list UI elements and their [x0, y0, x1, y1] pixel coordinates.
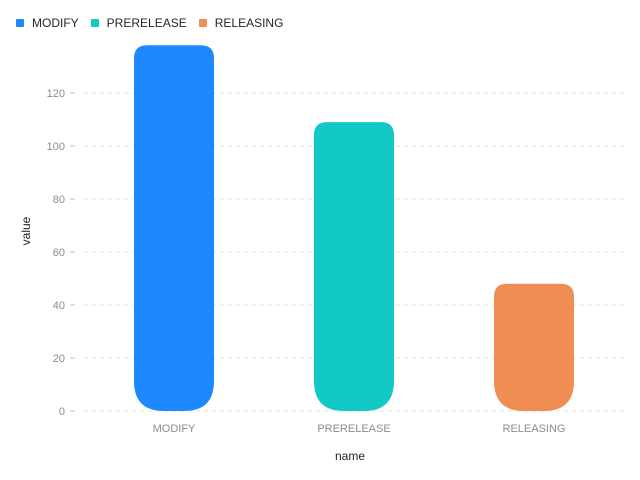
legend-item-modify[interactable]: MODIFY [16, 15, 79, 31]
chart-legend: MODIFY PRERELEASE RELEASING [16, 15, 295, 31]
y-axis-title: value [19, 216, 33, 245]
bar-releasing [494, 283, 574, 411]
y-tick-label: 80 [53, 194, 65, 206]
x-axis-ticks: MODIFY PRERELEASE RELEASING [153, 423, 566, 435]
legend-item-prerelease[interactable]: PRERELEASE [90, 15, 187, 31]
y-tick-label: 0 [59, 406, 65, 418]
x-tick-label: PRERELEASE [317, 423, 390, 435]
x-tick-label: RELEASING [503, 423, 566, 435]
legend-swatch-releasing [198, 19, 207, 27]
bar-prerelease [314, 122, 394, 412]
y-tick-label: 60 [53, 247, 65, 259]
y-tick-label: 120 [47, 88, 65, 100]
legend-swatch-modify [16, 19, 24, 27]
y-tick-label: 40 [53, 300, 65, 312]
legend-item-releasing[interactable]: RELEASING [198, 15, 284, 31]
legend-label-prerelease: PRERELEASE [106, 16, 187, 30]
bar-series [134, 45, 574, 412]
x-axis-title: name [335, 449, 365, 463]
y-axis-ticks: 0 20 40 60 80 100 120 [47, 88, 75, 418]
legend-swatch-prerelease [90, 19, 99, 27]
bar-modify [134, 45, 214, 412]
y-tick-label: 20 [53, 353, 65, 365]
x-tick-label: MODIFY [153, 423, 196, 435]
y-tick-label: 100 [47, 141, 65, 153]
legend-label-modify: MODIFY [32, 16, 79, 30]
legend-label-releasing: RELEASING [214, 16, 284, 30]
